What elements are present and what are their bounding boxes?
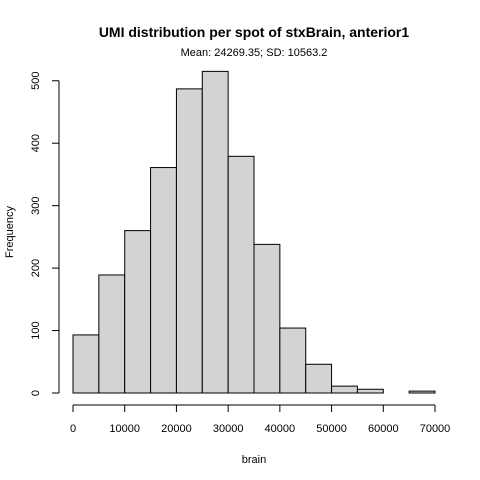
x-tick-label: 30000 [213,423,244,435]
x-tick-label: 20000 [161,423,192,435]
y-tick-label: 500 [30,72,42,90]
histogram-bar [305,363,333,394]
histogram-bar [331,385,358,394]
x-tick-label: 10000 [109,423,140,435]
chart-title: UMI distribution per spot of stxBrain, a… [99,24,410,40]
x-tick-label: 50000 [316,423,347,435]
chart-subtitle: Mean: 24269.35; SD: 10563.2 [181,47,328,59]
histogram-bar [150,167,177,394]
histogram-bar [175,88,203,394]
histogram-bar [201,70,229,394]
histogram-bar [72,334,100,394]
y-axis-label: Frequency [4,206,16,258]
bars-group [72,70,436,394]
x-axis: 0 10000 20000 30000 40000 50000 60000 70000 [70,404,451,435]
histogram-bar [98,274,126,394]
y-tick-label: 400 [30,134,42,152]
x-tick-label: 0 [70,423,76,435]
y-axis: 0 100 200 300 400 500 [30,72,60,396]
histogram-bar [124,230,152,394]
y-tick-label: 200 [30,259,42,277]
y-tick-label: 300 [30,196,42,214]
histogram-bar [408,390,436,394]
histogram-bar [279,327,307,394]
histogram-bar [227,155,255,394]
x-tick-label: 40000 [265,423,296,435]
histogram-bar [356,388,384,394]
x-tick-label: 60000 [368,423,399,435]
y-tick-label: 100 [30,321,42,339]
x-tick-label: 70000 [420,423,451,435]
x-axis-label: brain [242,454,266,466]
y-tick-label: 0 [30,390,42,396]
histogram-bar [253,243,281,394]
